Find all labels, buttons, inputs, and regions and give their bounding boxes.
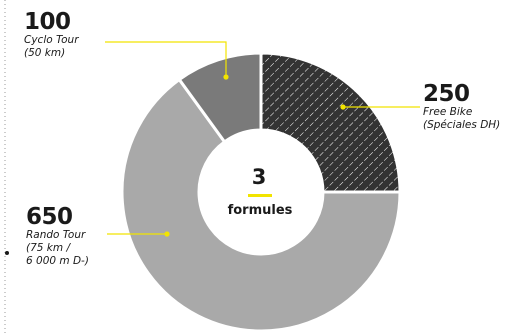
slice-free-bike (259, 51, 402, 194)
slice-cyclo-tour (177, 51, 263, 144)
value-label-free-bike: 250 (423, 81, 470, 107)
detail-label-rando-tour-1: (75 km / (26, 242, 70, 254)
slice-rando-tour (120, 77, 402, 333)
name-label-free-bike: Free Bike (423, 106, 473, 118)
name-label-cyclo-tour: Cyclo Tour (24, 34, 79, 46)
label-cyclo-tour: 100 Cyclo Tour (50 km) (24, 10, 79, 60)
detail-label-rando-tour-2: 6 000 m D-) (26, 255, 89, 267)
leader-rando-tour-dot (164, 231, 170, 237)
leader-cyclo-tour-dot (223, 74, 229, 80)
value-label-rando-tour: 650 (26, 204, 73, 230)
name-label-rando-tour: Rando Tour (26, 229, 86, 241)
center-label: formules (227, 203, 293, 218)
value-label-cyclo-tour: 100 (24, 9, 71, 35)
leader-cyclo-tour (105, 41, 227, 77)
detail-label-free-bike: (Spéciales DH) (423, 119, 501, 131)
detail-label-cyclo-tour: (50 km) (24, 47, 66, 59)
left-rule-dot (5, 251, 9, 255)
center-underline (248, 194, 272, 197)
center-count: 3 (251, 165, 267, 189)
label-rando-tour: 650 Rando Tour (75 km / 6 000 m D-) (26, 205, 89, 268)
label-free-bike: 250 Free Bike (Spéciales DH) (423, 82, 500, 132)
leader-free-bike-dot (340, 104, 346, 110)
